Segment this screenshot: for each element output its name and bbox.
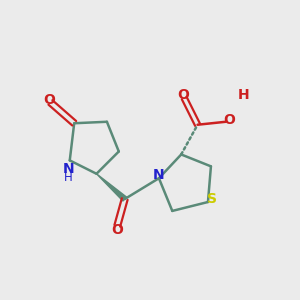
Text: N: N xyxy=(153,168,165,182)
Text: N: N xyxy=(62,162,74,176)
Text: H: H xyxy=(238,88,249,102)
Text: O: O xyxy=(223,113,235,127)
Text: H: H xyxy=(64,171,73,184)
Text: O: O xyxy=(177,88,189,102)
Text: S: S xyxy=(207,192,218,206)
Text: O: O xyxy=(43,93,55,107)
Text: O: O xyxy=(111,223,123,237)
Polygon shape xyxy=(97,174,127,201)
